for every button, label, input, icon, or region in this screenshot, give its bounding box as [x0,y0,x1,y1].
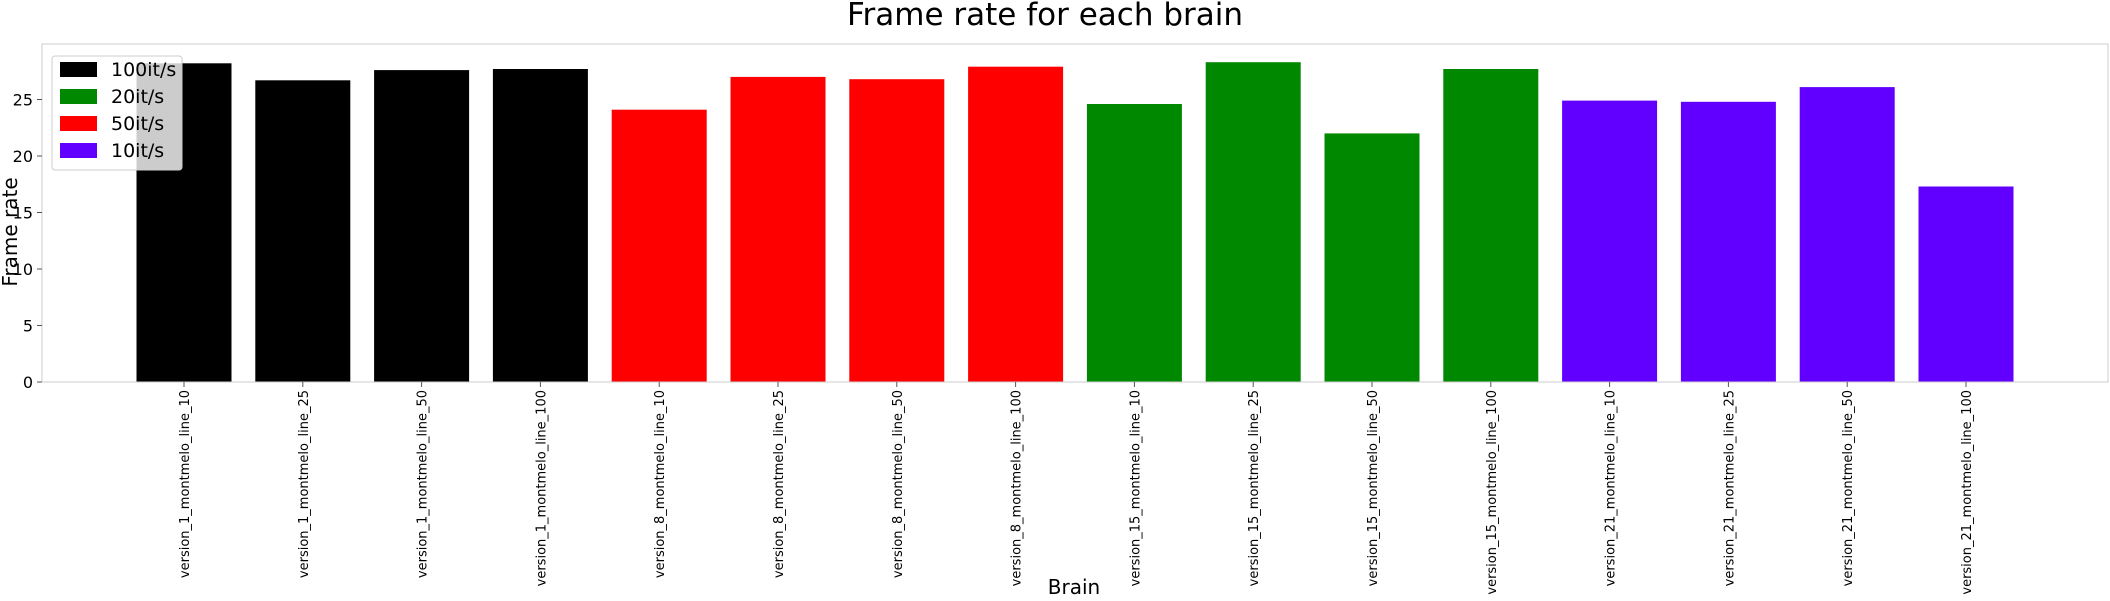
chart-title: Frame rate for each brain [847,0,1243,33]
x-tick-label-version_21_montmelo_line_10: version_21_montmelo_line_10 [1604,390,1619,586]
x-tick-label-version_1_montmelo_line_25: version_1_montmelo_line_25 [297,390,312,578]
x-tick-label-version_15_montmelo_line_50: version_15_montmelo_line_50 [1366,390,1381,586]
bar-version_21_montmelo_line_100 [1918,186,2014,382]
x-tick-label-version_21_montmelo_line_100: version_21_montmelo_line_100 [1960,390,1975,595]
x-tick-label-version_21_montmelo_line_25: version_21_montmelo_line_25 [1722,390,1737,586]
bar-version_8_montmelo_line_25 [730,76,826,383]
x-tick-label-version_1_montmelo_line_50: version_1_montmelo_line_50 [416,390,431,578]
x-tick-label-version_15_montmelo_line_25: version_15_montmelo_line_25 [1247,390,1262,586]
x-tick-label-version_8_montmelo_line_50: version_8_montmelo_line_50 [891,390,906,578]
legend-swatch-50it/s [60,116,97,131]
legend-label-20it/s: 20it/s [111,86,164,108]
plot-area-frame [41,43,2109,383]
bar-version_15_montmelo_line_100 [1443,69,1539,382]
x-tick-label-version_15_montmelo_line_100: version_15_montmelo_line_100 [1485,390,1500,595]
legend-label-50it/s: 50it/s [111,113,164,135]
y-tick-label-10: 10 [13,260,33,279]
legend-label-100it/s: 100it/s [111,59,176,81]
legend-swatch-10it/s [60,143,97,158]
bar-version_8_montmelo_line_100 [968,66,1064,382]
x-ticks-group: version_1_montmelo_line_10 version_1_mont… [178,382,1975,595]
bar-version_1_montmelo_line_50 [374,70,470,382]
legend: 100it/s 20it/s 50it/s 10it/s [51,55,183,171]
legend-swatch-100it/s [60,62,97,77]
x-tick-label-version_8_montmelo_line_100: version_8_montmelo_line_100 [1010,390,1025,586]
bar-version_15_montmelo_line_25 [1205,62,1301,382]
legend-box [51,55,183,171]
legend-label-10it/s: 10it/s [111,140,164,162]
bar-version_21_montmelo_line_25 [1680,101,1776,383]
legend-swatch-20it/s [60,89,97,104]
bar-version_15_montmelo_line_50 [1324,133,1420,382]
x-tick-label-version_8_montmelo_line_10: version_8_montmelo_line_10 [653,390,668,578]
y-tick-label-5: 5 [23,317,33,336]
bar-version_15_montmelo_line_10 [1086,104,1182,382]
y-tick-label-15: 15 [13,204,33,223]
bar-version_8_montmelo_line_10 [611,109,707,382]
x-axis-label: Brain [1048,575,1100,599]
y-ticks-group: 0 5 10 15 20 25 [13,91,42,392]
y-axis-label: Frame rate [0,177,22,286]
x-tick-label-version_1_montmelo_line_10: version_1_montmelo_line_10 [178,390,193,578]
bars-group [42,62,2108,383]
x-tick-label-version_8_montmelo_line_25: version_8_montmelo_line_25 [772,390,787,578]
x-tick-label-version_1_montmelo_line_100: version_1_montmelo_line_100 [534,390,549,586]
x-tick-label-version_15_montmelo_line_10: version_15_montmelo_line_10 [1128,390,1143,586]
y-tick-label-20: 20 [13,147,33,166]
bar-version_1_montmelo_line_100 [492,69,588,382]
bar-version_21_montmelo_line_50 [1799,87,1895,382]
bar-version_8_montmelo_line_50 [849,79,945,382]
y-tick-label-25: 25 [13,91,33,110]
bar-version_1_montmelo_line_25 [255,80,351,383]
x-tick-label-version_21_montmelo_line_50: version_21_montmelo_line_50 [1841,390,1856,586]
y-tick-label-0: 0 [23,373,33,392]
bar-version_21_montmelo_line_10 [1562,100,1658,382]
